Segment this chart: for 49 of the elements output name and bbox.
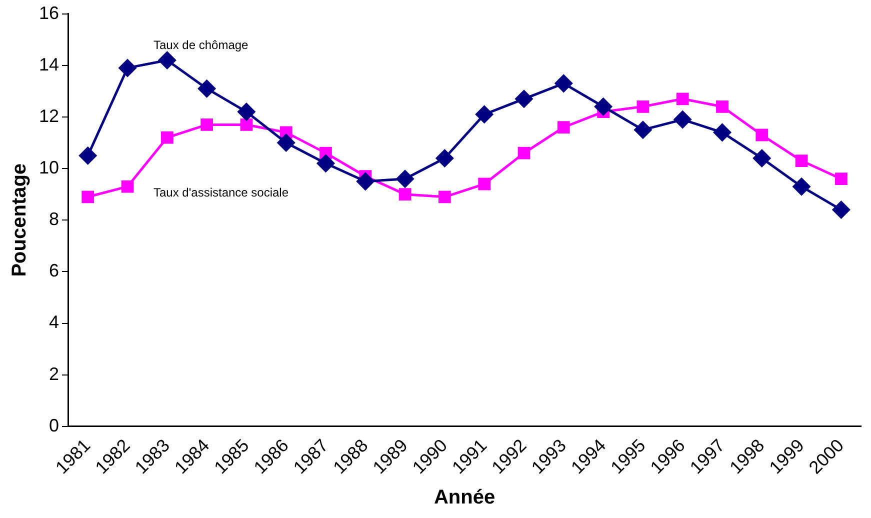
point — [713, 124, 731, 142]
point — [756, 128, 768, 142]
point — [795, 154, 808, 167]
point — [160, 131, 174, 144]
y-tick-label: 2 — [49, 364, 60, 384]
point — [238, 103, 256, 121]
x-axis-title: Année — [434, 486, 496, 509]
point — [476, 106, 494, 124]
y-tick-label: 16 — [38, 2, 60, 23]
point — [277, 134, 295, 152]
point — [436, 149, 454, 167]
point — [594, 98, 612, 116]
point — [200, 118, 213, 131]
point — [716, 100, 728, 113]
point — [834, 172, 848, 186]
y-tick-label: 12 — [38, 106, 60, 126]
y-tick-label: 0 — [49, 415, 60, 436]
point — [198, 80, 216, 98]
point — [82, 190, 94, 204]
series-label: Taux de chômage — [153, 38, 249, 52]
point — [674, 110, 692, 128]
y-tick-label: 14 — [38, 54, 60, 74]
point — [557, 121, 570, 134]
y-tick-label: 4 — [49, 312, 60, 332]
point — [118, 59, 136, 77]
point — [158, 51, 176, 69]
point — [121, 180, 134, 193]
point — [478, 178, 491, 190]
point — [316, 154, 334, 172]
point — [753, 149, 771, 167]
point — [79, 146, 97, 164]
point — [636, 100, 650, 113]
y-axis-title: Poucentage — [8, 163, 31, 277]
point — [438, 190, 451, 204]
point — [634, 121, 652, 139]
point — [240, 118, 253, 131]
point — [398, 188, 412, 201]
point — [832, 201, 850, 219]
y-tick-label: 10 — [38, 158, 60, 178]
point — [676, 92, 689, 106]
y-tick-label: 6 — [49, 260, 60, 281]
point — [792, 178, 810, 196]
point — [518, 146, 530, 160]
point — [356, 172, 374, 190]
series-label: Taux d'assistance sociale — [153, 186, 289, 200]
point — [554, 74, 572, 92]
y-tick-label: 8 — [49, 209, 60, 230]
point — [396, 170, 414, 188]
point — [515, 90, 533, 108]
